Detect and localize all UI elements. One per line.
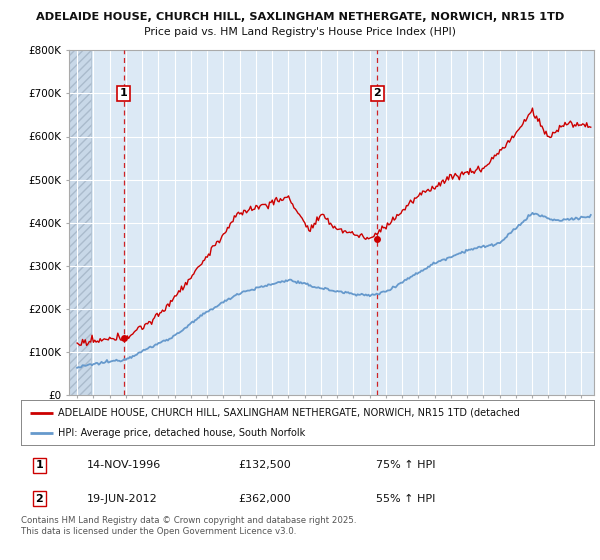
Text: Price paid vs. HM Land Registry's House Price Index (HPI): Price paid vs. HM Land Registry's House …	[144, 27, 456, 37]
Text: 1: 1	[120, 88, 128, 99]
Text: ADELAIDE HOUSE, CHURCH HILL, SAXLINGHAM NETHERGATE, NORWICH, NR15 1TD: ADELAIDE HOUSE, CHURCH HILL, SAXLINGHAM …	[36, 12, 564, 22]
Text: 2: 2	[373, 88, 381, 99]
Text: 2: 2	[35, 493, 43, 503]
Text: 75% ↑ HPI: 75% ↑ HPI	[376, 460, 436, 470]
Text: 14-NOV-1996: 14-NOV-1996	[87, 460, 161, 470]
Bar	[69, 50, 91, 395]
Text: 55% ↑ HPI: 55% ↑ HPI	[376, 493, 436, 503]
Text: ADELAIDE HOUSE, CHURCH HILL, SAXLINGHAM NETHERGATE, NORWICH, NR15 1TD (detached: ADELAIDE HOUSE, CHURCH HILL, SAXLINGHAM …	[58, 408, 520, 418]
Text: £362,000: £362,000	[239, 493, 292, 503]
Text: 1: 1	[35, 460, 43, 470]
Text: £132,500: £132,500	[239, 460, 292, 470]
Text: HPI: Average price, detached house, South Norfolk: HPI: Average price, detached house, Sout…	[58, 428, 305, 438]
Text: 19-JUN-2012: 19-JUN-2012	[87, 493, 158, 503]
Text: Contains HM Land Registry data © Crown copyright and database right 2025.
This d: Contains HM Land Registry data © Crown c…	[21, 516, 356, 536]
